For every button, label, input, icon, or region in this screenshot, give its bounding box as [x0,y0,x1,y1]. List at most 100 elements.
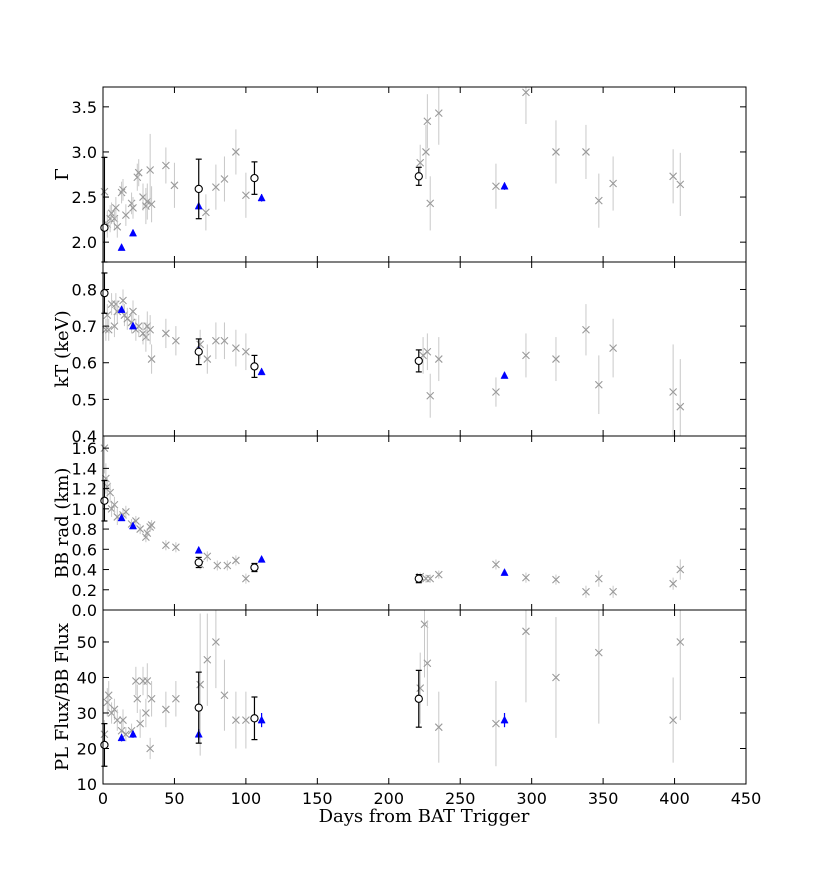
data-point-cross [143,529,152,538]
data-point-cross [161,705,170,714]
data-point-cross [104,325,113,334]
panels-container: 2.02.53.03.5Γ0.40.50.60.70.8kT (keV)0.00… [52,86,762,808]
data-point-cross [110,322,119,330]
data-point-circle [194,184,203,194]
data-point-cross [147,200,156,209]
data-point-cross [171,336,180,345]
data-point-cross [161,161,170,170]
data-point-cross [136,525,145,533]
data-point-cross [121,730,130,739]
data-point-cross [669,716,678,724]
data-point-cross [131,677,140,685]
data-point-cross [552,575,560,584]
data-point-cross [146,325,155,334]
y-tick-label: 0.0 [72,601,97,620]
data-point-triangle [117,513,126,522]
data-point-cross [147,521,156,529]
data-point-cross [111,300,120,309]
data-point-triangle [500,568,509,576]
data-point-cross [113,222,122,231]
data-point-cross [143,322,152,330]
data-point-circle [194,703,203,712]
data-point-cross [522,351,530,360]
y-axis-label: BB rad (km) [52,468,73,579]
data-point-cross [110,214,119,223]
series-cross [100,87,685,238]
data-point-cross [426,391,435,400]
data-point-triangle [117,733,126,742]
data-point-cross [127,199,136,208]
data-point-cross [147,355,156,363]
data-point-cross [582,325,590,334]
data-point-cross [669,388,678,396]
data-point-cross [434,355,443,363]
y-tick-label: 0.8 [72,280,97,299]
series-circle [100,156,423,263]
data-point-circle [414,694,423,703]
data-point-cross [139,329,147,338]
data-point-cross [582,148,590,156]
data-point-circle [414,356,423,366]
data-point-cross [242,347,250,356]
y-tick-label: 1.2 [72,480,97,499]
data-point-cross [676,565,685,574]
y-tick-label: 0.6 [72,354,97,373]
data-point-cross [113,716,122,724]
y-tick-label: 2.0 [72,233,97,252]
data-point-triangle [257,193,266,202]
data-point-cross [434,109,443,118]
data-point-cross [119,185,127,194]
data-point-cross [121,507,130,516]
data-point-cross [434,723,443,732]
data-point-cross [107,209,116,218]
data-point-cross [609,587,618,596]
data-point-cross [609,179,618,188]
data-point-cross [141,333,150,341]
data-point-cross [522,573,530,582]
data-point-cross [594,196,603,205]
data-point-triangle [128,321,138,330]
data-point-cross [223,561,232,570]
data-point-cross [594,380,603,389]
x-tick-label: 450 [731,789,762,808]
data-point-cross [416,158,425,167]
x-tick-label: 400 [659,789,690,808]
data-point-cross [211,183,220,192]
data-point-cross [111,203,120,212]
data-point-cross [161,329,170,338]
y-tick-label: 0.2 [72,581,97,600]
panel-frame [102,435,747,611]
series-circle [100,479,423,584]
data-point-cross [231,148,240,156]
data-point-circle [194,558,203,567]
data-point-cross [426,574,435,583]
data-point-cross [676,638,685,646]
data-point-cross [220,175,229,183]
data-point-cross [552,355,560,363]
x-tick-label: 150 [302,789,333,808]
data-point-triangle [128,729,138,738]
data-point-triangle [117,305,126,313]
series-cross [101,289,685,436]
data-point-circle [250,173,259,183]
data-point-cross [676,180,685,189]
data-point-cross [492,560,500,569]
data-point-triangle [257,554,266,563]
data-point-cross [119,716,127,724]
data-point-cross [423,117,432,126]
data-point-triangle [128,228,138,237]
data-point-cross [423,659,432,668]
y-tick-label: 50 [77,633,97,652]
data-point-cross [104,691,113,700]
data-point-cross [129,203,137,212]
data-point-cross [426,199,435,208]
data-point-cross [141,202,150,210]
data-point-cross [119,296,127,305]
data-point-circle [414,172,423,181]
series-triangle [117,513,509,576]
panel-2: 0.4 0.5 0.6 0.7 0.8 kT (keV) [52,261,747,446]
data-point-cross [196,340,205,349]
data-point-cross [203,552,212,561]
data-point-cross [213,561,222,570]
data-point-cross [107,504,116,513]
